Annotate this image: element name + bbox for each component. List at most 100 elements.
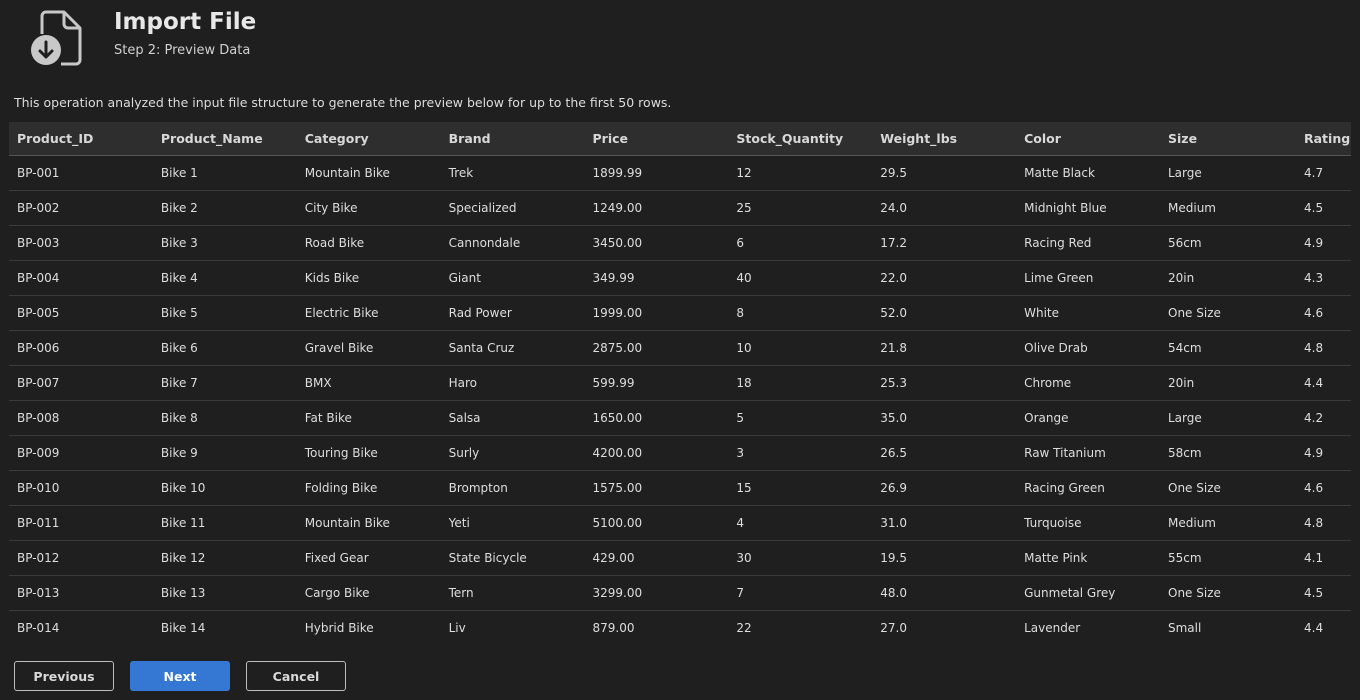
cell-size: 55cm [1160, 540, 1304, 576]
column-header-weight_lbs[interactable]: Weight_lbs [872, 122, 1017, 156]
cell-rating: 4.3 [1304, 260, 1351, 296]
cell-category: Cargo Bike [296, 575, 441, 611]
cell-brand: Santa Cruz [440, 330, 585, 366]
cell-rating: 4.9 [1304, 435, 1351, 471]
cell-product_name: Bike 7 [152, 365, 297, 401]
cell-product_name: Bike 13 [152, 575, 297, 611]
cell-color: Gunmetal Grey [1016, 575, 1160, 611]
column-header-rating[interactable]: Rating [1304, 122, 1351, 156]
cell-weight_lbs: 27.0 [880, 621, 907, 635]
cell-brand: Surly [440, 435, 585, 471]
cell-price: 1249.00 [584, 190, 729, 226]
cell-product_name: Bike 14 [160, 621, 206, 635]
table-row: BP-004 Bike 4 Kids Bike Giant 349.99 40 22.0 Li… [9, 260, 1351, 296]
cell-product_id: BP-009 [9, 435, 153, 471]
cell-product_id: BP-003 [9, 225, 153, 261]
cell-product_name: Bike 9 [152, 435, 297, 471]
cell-color: Lime Green [1016, 260, 1160, 296]
column-header-brand[interactable]: Brand [440, 122, 585, 156]
cell-size: 20in [1160, 260, 1304, 296]
cell-weight_lbs: 35.0 [872, 400, 1017, 436]
cell-price: 1650.00 [584, 400, 729, 436]
table-row: BP-010 Bike 10 Folding Bike Brompton 1575.00… [9, 470, 1351, 506]
cell-stock_quantity: 12 [728, 155, 873, 191]
cell-stock_quantity: 3 [728, 435, 873, 471]
cell-rating: 4.1 [1304, 540, 1351, 576]
column-header-stock_quantity[interactable]: Stock_Quantity [728, 122, 873, 156]
cell-category: Fixed Gear [296, 540, 441, 576]
cell-product_id: BP-011 [9, 505, 153, 541]
cell-color: Turquoise [1016, 505, 1160, 541]
cell-color: Lavender [1024, 621, 1081, 635]
cell-product_id: BP-013 [9, 575, 153, 611]
column-header-color[interactable]: Color [1016, 122, 1160, 156]
cell-stock_quantity: 7 [728, 575, 873, 611]
cell-category: Mountain Bike [296, 505, 441, 541]
cell-brand: Yeti [440, 505, 585, 541]
cell-product_id: BP-004 [9, 260, 153, 296]
cell-price: 3299.00 [584, 575, 729, 611]
cell-rating: 4.8 [1304, 330, 1351, 366]
cell-product_name: Bike 3 [152, 225, 297, 261]
cell-brand: Salsa [440, 400, 585, 436]
table-header-row: Product_ID Product_Name Category Brand Price… [9, 122, 1351, 156]
cell-product_id: BP-001 [9, 155, 153, 191]
cell-brand: Giant [440, 260, 585, 296]
cell-price: 3450.00 [584, 225, 729, 261]
cell-price: 1999.00 [584, 295, 729, 331]
cell-category: Gravel Bike [296, 330, 441, 366]
cell-brand: Rad Power [440, 295, 585, 331]
next-button[interactable]: Next [130, 661, 230, 691]
previous-button[interactable]: Previous [14, 661, 114, 691]
cell-brand: Cannondale [440, 225, 585, 261]
cancel-button[interactable]: Cancel [246, 661, 346, 691]
cell-weight_lbs: 21.8 [872, 330, 1017, 366]
cell-weight_lbs: 29.5 [872, 155, 1017, 191]
cell-weight_lbs: 24.0 [872, 190, 1017, 226]
cell-category: Touring Bike [296, 435, 441, 471]
file-import-icon [31, 10, 82, 66]
cell-stock_quantity: 5 [728, 400, 873, 436]
cell-color: White [1016, 295, 1160, 331]
cell-price: 4200.00 [584, 435, 729, 471]
column-header-product_name[interactable]: Product_Name [152, 122, 297, 156]
cell-rating: 4.5 [1304, 190, 1351, 226]
column-header-price[interactable]: Price [584, 122, 729, 156]
table-row: BP-001 Bike 1 Mountain Bike Trek 1899.99 12 29… [9, 155, 1351, 191]
column-header-product_id[interactable]: Product_ID [9, 122, 153, 156]
cell-stock_quantity: 6 [728, 225, 873, 261]
column-header-size[interactable]: Size [1160, 122, 1304, 156]
table-row: BP-003 Bike 3 Road Bike Cannondale 3450.00 6 1… [9, 225, 1351, 261]
page-title: Import File [114, 9, 257, 35]
column-header-category[interactable]: Category [296, 122, 441, 156]
cell-color: Olive Drab [1016, 330, 1160, 366]
cell-stock_quantity: 22 [736, 621, 752, 635]
cell-rating: 4.4 [1304, 365, 1351, 401]
cell-category: BMX [296, 365, 441, 401]
cell-product_name: Bike 4 [152, 260, 297, 296]
cell-product_id: BP-006 [9, 330, 153, 366]
cell-size: One Size [1160, 575, 1304, 611]
cell-color: Raw Titanium [1016, 435, 1160, 471]
cell-category: Fat Bike [296, 400, 441, 436]
cell-size: Large [1160, 155, 1304, 191]
table-row: BP-002 Bike 2 City Bike Specialized 1249.00 2… [9, 190, 1351, 226]
cell-weight_lbs: 26.9 [872, 470, 1017, 506]
cell-price: 879.00 [592, 621, 635, 635]
cell-stock_quantity: 4 [728, 505, 873, 541]
table-row: BP-005 Bike 5 Electric Bike Rad Power 1999.0… [9, 295, 1351, 331]
cell-price: 1899.99 [584, 155, 729, 191]
cell-weight_lbs: 19.5 [872, 540, 1017, 576]
cell-price: 5100.00 [584, 505, 729, 541]
cell-rating: 4.7 [1304, 155, 1351, 191]
cell-product_id: BP-010 [9, 470, 153, 506]
cell-price: 599.99 [584, 365, 729, 401]
cell-product_id: BP-012 [9, 540, 153, 576]
cell-category: City Bike [296, 190, 441, 226]
table-row: BP-014 Bike 14 Hybrid Bike Liv 879.00 22 27.0 L… [9, 611, 1351, 646]
cell-category: Road Bike [296, 225, 441, 261]
description-text: This operation analyzed the input file s… [14, 95, 672, 110]
cell-brand: Tern [440, 575, 585, 611]
cell-stock_quantity: 10 [728, 330, 873, 366]
cell-size: Medium [1160, 505, 1304, 541]
